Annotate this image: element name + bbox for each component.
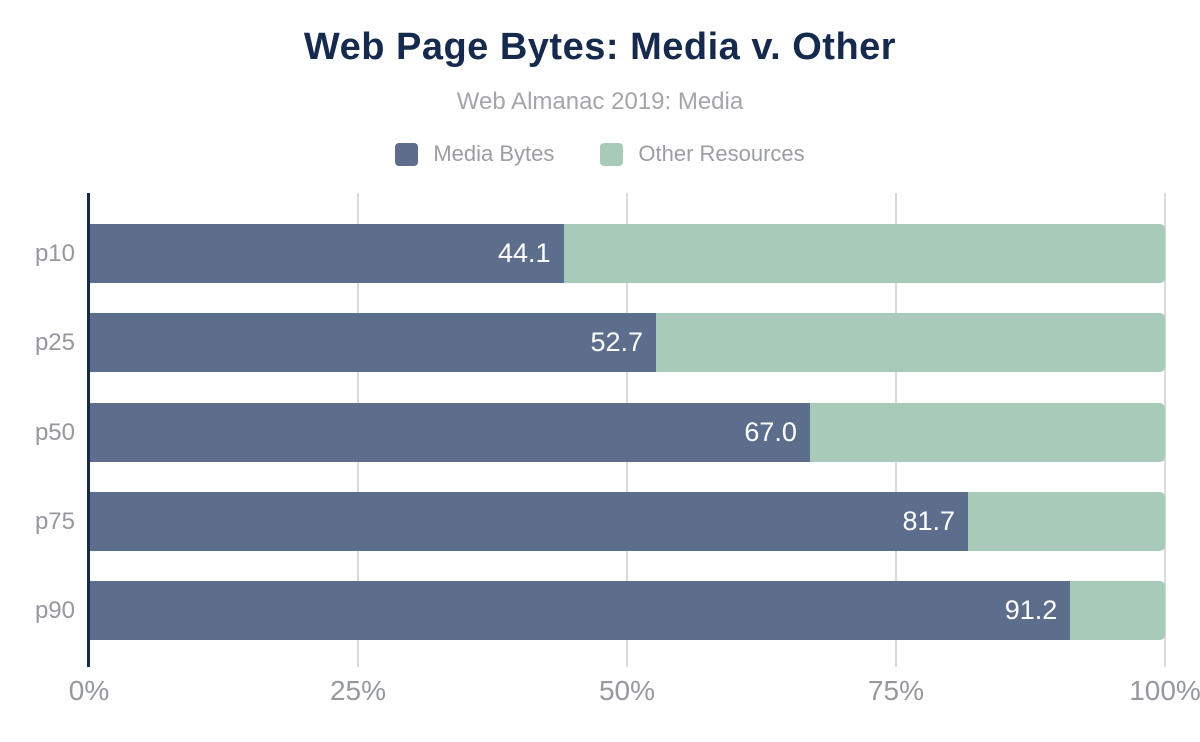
legend-label-other: Other Resources: [638, 141, 805, 166]
y-axis-label: p90: [34, 596, 75, 624]
x-axis-label: 100%: [1129, 675, 1200, 706]
media-bar-segment: 81.7: [89, 492, 969, 551]
chart-title: Web Page Bytes: Media v. Other: [303, 26, 897, 68]
y-axis-line: [87, 193, 90, 667]
media-bar-segment: 91.2: [89, 581, 1071, 640]
chart-subtitle: Web Almanac 2019: Media: [456, 88, 744, 115]
gridline: [1164, 193, 1166, 667]
bar-row: 67.0: [89, 403, 1165, 462]
other-resources-swatch-icon: [600, 142, 624, 166]
legend-label-media: Media Bytes: [433, 141, 555, 166]
other-bar-segment: [968, 492, 1165, 551]
y-axis-label: p10: [34, 239, 75, 267]
y-axis-label: p75: [34, 507, 75, 535]
media-bar-segment: 67.0: [89, 403, 810, 462]
legend-item-media: Media Bytes: [395, 141, 554, 167]
bar-value-label: 67.0: [744, 417, 797, 447]
legend-item-other: Other Resources: [600, 141, 805, 167]
bar-value-label: 81.7: [902, 506, 956, 536]
bar-value-label: 44.1: [497, 238, 551, 268]
media-bar-segment: 44.1: [89, 224, 564, 283]
x-axis-label: 50%: [598, 675, 656, 706]
bar-value-label: 52.7: [590, 327, 644, 357]
other-bar-segment: [809, 403, 1165, 462]
other-bar-segment: [656, 313, 1165, 372]
x-axis-label: 0%: [68, 675, 110, 706]
other-bar-segment: [563, 224, 1165, 283]
media-bar-segment: 52.7: [89, 313, 657, 372]
y-axis-label: p50: [34, 418, 75, 446]
bar-value-label: 91.2: [1004, 595, 1058, 625]
bar-row: 91.2: [89, 581, 1165, 640]
bar-row: 44.1: [89, 224, 1165, 283]
x-axis-label: 25%: [329, 675, 387, 706]
y-axis-label: p25: [34, 328, 75, 356]
plot-area: 44.1 52.7 67.0 81.7 91.2: [87, 193, 1166, 667]
media-bytes-swatch-icon: [395, 142, 419, 166]
bar-row: 52.7: [89, 313, 1165, 372]
other-bar-segment: [1070, 581, 1165, 640]
x-axis-label: 75%: [867, 675, 925, 706]
legend: Media Bytes Other Resources: [0, 141, 1200, 167]
bar-row: 81.7: [89, 492, 1165, 551]
